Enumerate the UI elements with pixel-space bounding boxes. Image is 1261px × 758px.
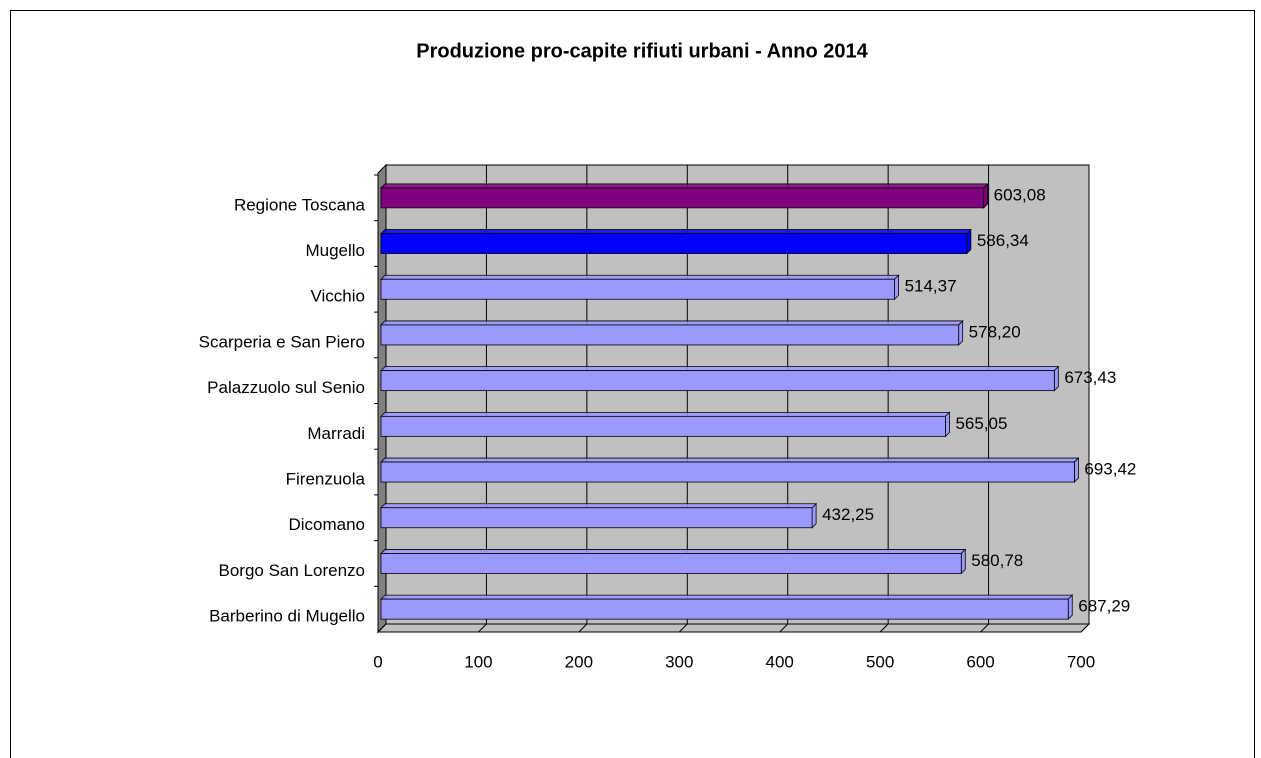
x-tick-label: 600 (966, 652, 994, 671)
floor-grid-line (478, 623, 487, 633)
bar-side (1053, 365, 1059, 392)
floor-grid-line (879, 623, 889, 633)
x-tick-label: 100 (464, 652, 492, 671)
y-tick-label: Barberino di Mugello (209, 607, 365, 626)
y-tick-label: Palazzuolo sul Senio (207, 378, 365, 397)
bar (380, 187, 985, 209)
floor-grid-line (779, 623, 789, 633)
bar-top (380, 320, 964, 326)
x-tick-label: 700 (1067, 652, 1095, 671)
bar-top (380, 183, 989, 189)
bar-top (380, 366, 1060, 372)
bar (380, 278, 895, 300)
value-label: 586,34 (977, 231, 1029, 250)
y-tick-label: Vicchio (311, 287, 366, 306)
bar-top (380, 411, 951, 417)
y-tick-label: Firenzuola (286, 470, 366, 489)
value-label: 514,37 (905, 277, 957, 296)
bar-side (945, 411, 950, 438)
bar-side (958, 319, 964, 346)
bar-top (380, 503, 818, 509)
bar (380, 507, 813, 529)
bar-side (811, 502, 817, 529)
floor-grid-line (578, 623, 588, 633)
bar-side (894, 274, 899, 301)
bar (380, 324, 960, 346)
bar-side (966, 228, 972, 255)
value-label: 432,25 (822, 505, 874, 524)
value-label: 687,29 (1078, 597, 1130, 616)
bar-side (1067, 594, 1073, 621)
bar (380, 370, 1055, 392)
bar-top (380, 549, 967, 554)
y-tick-label: Mugello (305, 241, 365, 260)
x-tick-label: 200 (565, 652, 593, 671)
bar (380, 553, 962, 574)
bar-side (1073, 457, 1079, 484)
value-label: 693,42 (1084, 460, 1136, 479)
y-tick-label: Marradi (307, 424, 365, 443)
y-tick-label: Regione Toscana (234, 195, 366, 214)
x-tick-label: 500 (866, 652, 894, 671)
y-tick-label: Borgo San Lorenzo (219, 561, 366, 580)
bar-top (380, 594, 1074, 600)
bar (380, 233, 968, 254)
value-label: 673,43 (1064, 368, 1116, 387)
floor-grid-line (377, 623, 387, 633)
floor-grid-line (1080, 623, 1090, 633)
y-tick-label: Scarperia e San Piero (199, 332, 365, 351)
floor-grid-line (678, 623, 688, 633)
x-tick-label: 300 (665, 652, 693, 671)
chart-frame (10, 10, 1255, 758)
value-label: 565,05 (955, 414, 1007, 433)
value-label: 580,78 (971, 551, 1023, 570)
x-tick-label: 400 (766, 652, 794, 671)
bar (380, 415, 946, 437)
x-tick-label: 0 (373, 652, 382, 671)
bar-top (380, 457, 1080, 463)
bar-side (983, 182, 989, 209)
y-tick-label: Dicomano (288, 515, 365, 534)
floor-grid-line (980, 623, 989, 633)
bar (380, 461, 1075, 483)
bar-top (380, 274, 900, 280)
value-label: 603,08 (994, 185, 1046, 204)
bar-top (380, 229, 972, 234)
value-label: 578,20 (969, 322, 1021, 341)
bar-side (960, 548, 966, 575)
chart-title: Produzione pro-capite rifiuti urbani - A… (416, 40, 868, 62)
bar (380, 598, 1069, 620)
